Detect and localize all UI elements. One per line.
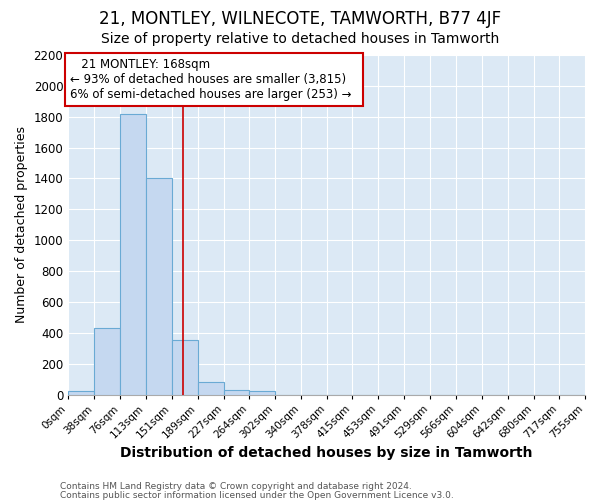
Text: Size of property relative to detached houses in Tamworth: Size of property relative to detached ho…: [101, 32, 499, 46]
X-axis label: Distribution of detached houses by size in Tamworth: Distribution of detached houses by size …: [121, 446, 533, 460]
Bar: [224, 390, 249, 394]
Bar: [197, 382, 224, 394]
Text: 21, MONTLEY, WILNECOTE, TAMWORTH, B77 4JF: 21, MONTLEY, WILNECOTE, TAMWORTH, B77 4J…: [99, 10, 501, 28]
Bar: [249, 392, 275, 394]
Text: Contains HM Land Registry data © Crown copyright and database right 2024.: Contains HM Land Registry data © Crown c…: [60, 482, 412, 491]
Bar: [172, 340, 197, 394]
Text: Contains public sector information licensed under the Open Government Licence v3: Contains public sector information licen…: [60, 490, 454, 500]
Text: 21 MONTLEY: 168sqm
← 93% of detached houses are smaller (3,815)
6% of semi-detac: 21 MONTLEY: 168sqm ← 93% of detached hou…: [70, 58, 359, 101]
Bar: [120, 114, 146, 394]
Y-axis label: Number of detached properties: Number of detached properties: [15, 126, 28, 324]
Bar: [68, 392, 94, 394]
Bar: [94, 328, 120, 394]
Bar: [146, 178, 172, 394]
